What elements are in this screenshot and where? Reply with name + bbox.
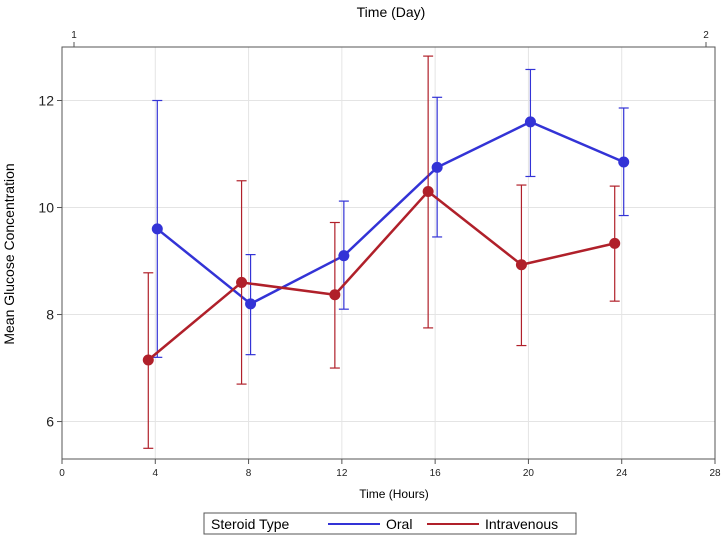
- data-point-oral: [151, 223, 163, 235]
- y-axis-label: Mean Glucose Concentration: [1, 163, 17, 344]
- plot-frame: [61, 46, 716, 460]
- legend-title: Steroid Type: [211, 516, 290, 532]
- x-tick-label: 4: [153, 468, 159, 479]
- x-tick-label: 0: [59, 468, 65, 479]
- x-tick-label: 16: [430, 468, 442, 479]
- data-point-intravenous: [609, 237, 621, 249]
- y-tick-label: 12: [38, 93, 54, 109]
- series-oral: [151, 68, 630, 358]
- x2-tick-label: 1: [71, 30, 77, 41]
- series-intravenous: [142, 55, 621, 449]
- legend-label-intravenous: Intravenous: [485, 516, 558, 532]
- data-point-oral: [618, 156, 630, 168]
- series-line-oral: [156, 120, 625, 306]
- data-point-oral: [524, 116, 536, 128]
- y-tick-label: 8: [46, 307, 54, 323]
- x-tick-label: 20: [523, 468, 535, 479]
- series-line-intravenous: [147, 190, 615, 361]
- legend-box: [203, 512, 577, 535]
- data-point-oral: [431, 161, 443, 173]
- x2-axis-label: Time (Day): [357, 4, 426, 20]
- data-point-oral: [338, 250, 350, 262]
- x-tick-label: 24: [616, 468, 628, 479]
- legend: Steroid Type Oral Intravenous: [203, 512, 577, 535]
- y-tick-label: 10: [38, 200, 54, 216]
- data-point-intravenous: [329, 289, 341, 301]
- legend-label-oral: Oral: [386, 516, 412, 532]
- x-tick-label: 8: [246, 468, 252, 479]
- data-point-oral: [245, 298, 257, 310]
- data-point-intravenous: [422, 185, 434, 197]
- x2-tick-label: 2: [703, 30, 709, 41]
- x-axis-label: Time (Hours): [359, 487, 429, 501]
- x-tick-label: 12: [336, 468, 348, 479]
- data-point-intravenous: [236, 276, 248, 288]
- data-point-intravenous: [142, 354, 154, 366]
- x-tick-label: 28: [709, 468, 721, 479]
- series-layer: [142, 55, 630, 449]
- data-point-intravenous: [515, 259, 527, 271]
- y-tick-label: 6: [46, 414, 54, 430]
